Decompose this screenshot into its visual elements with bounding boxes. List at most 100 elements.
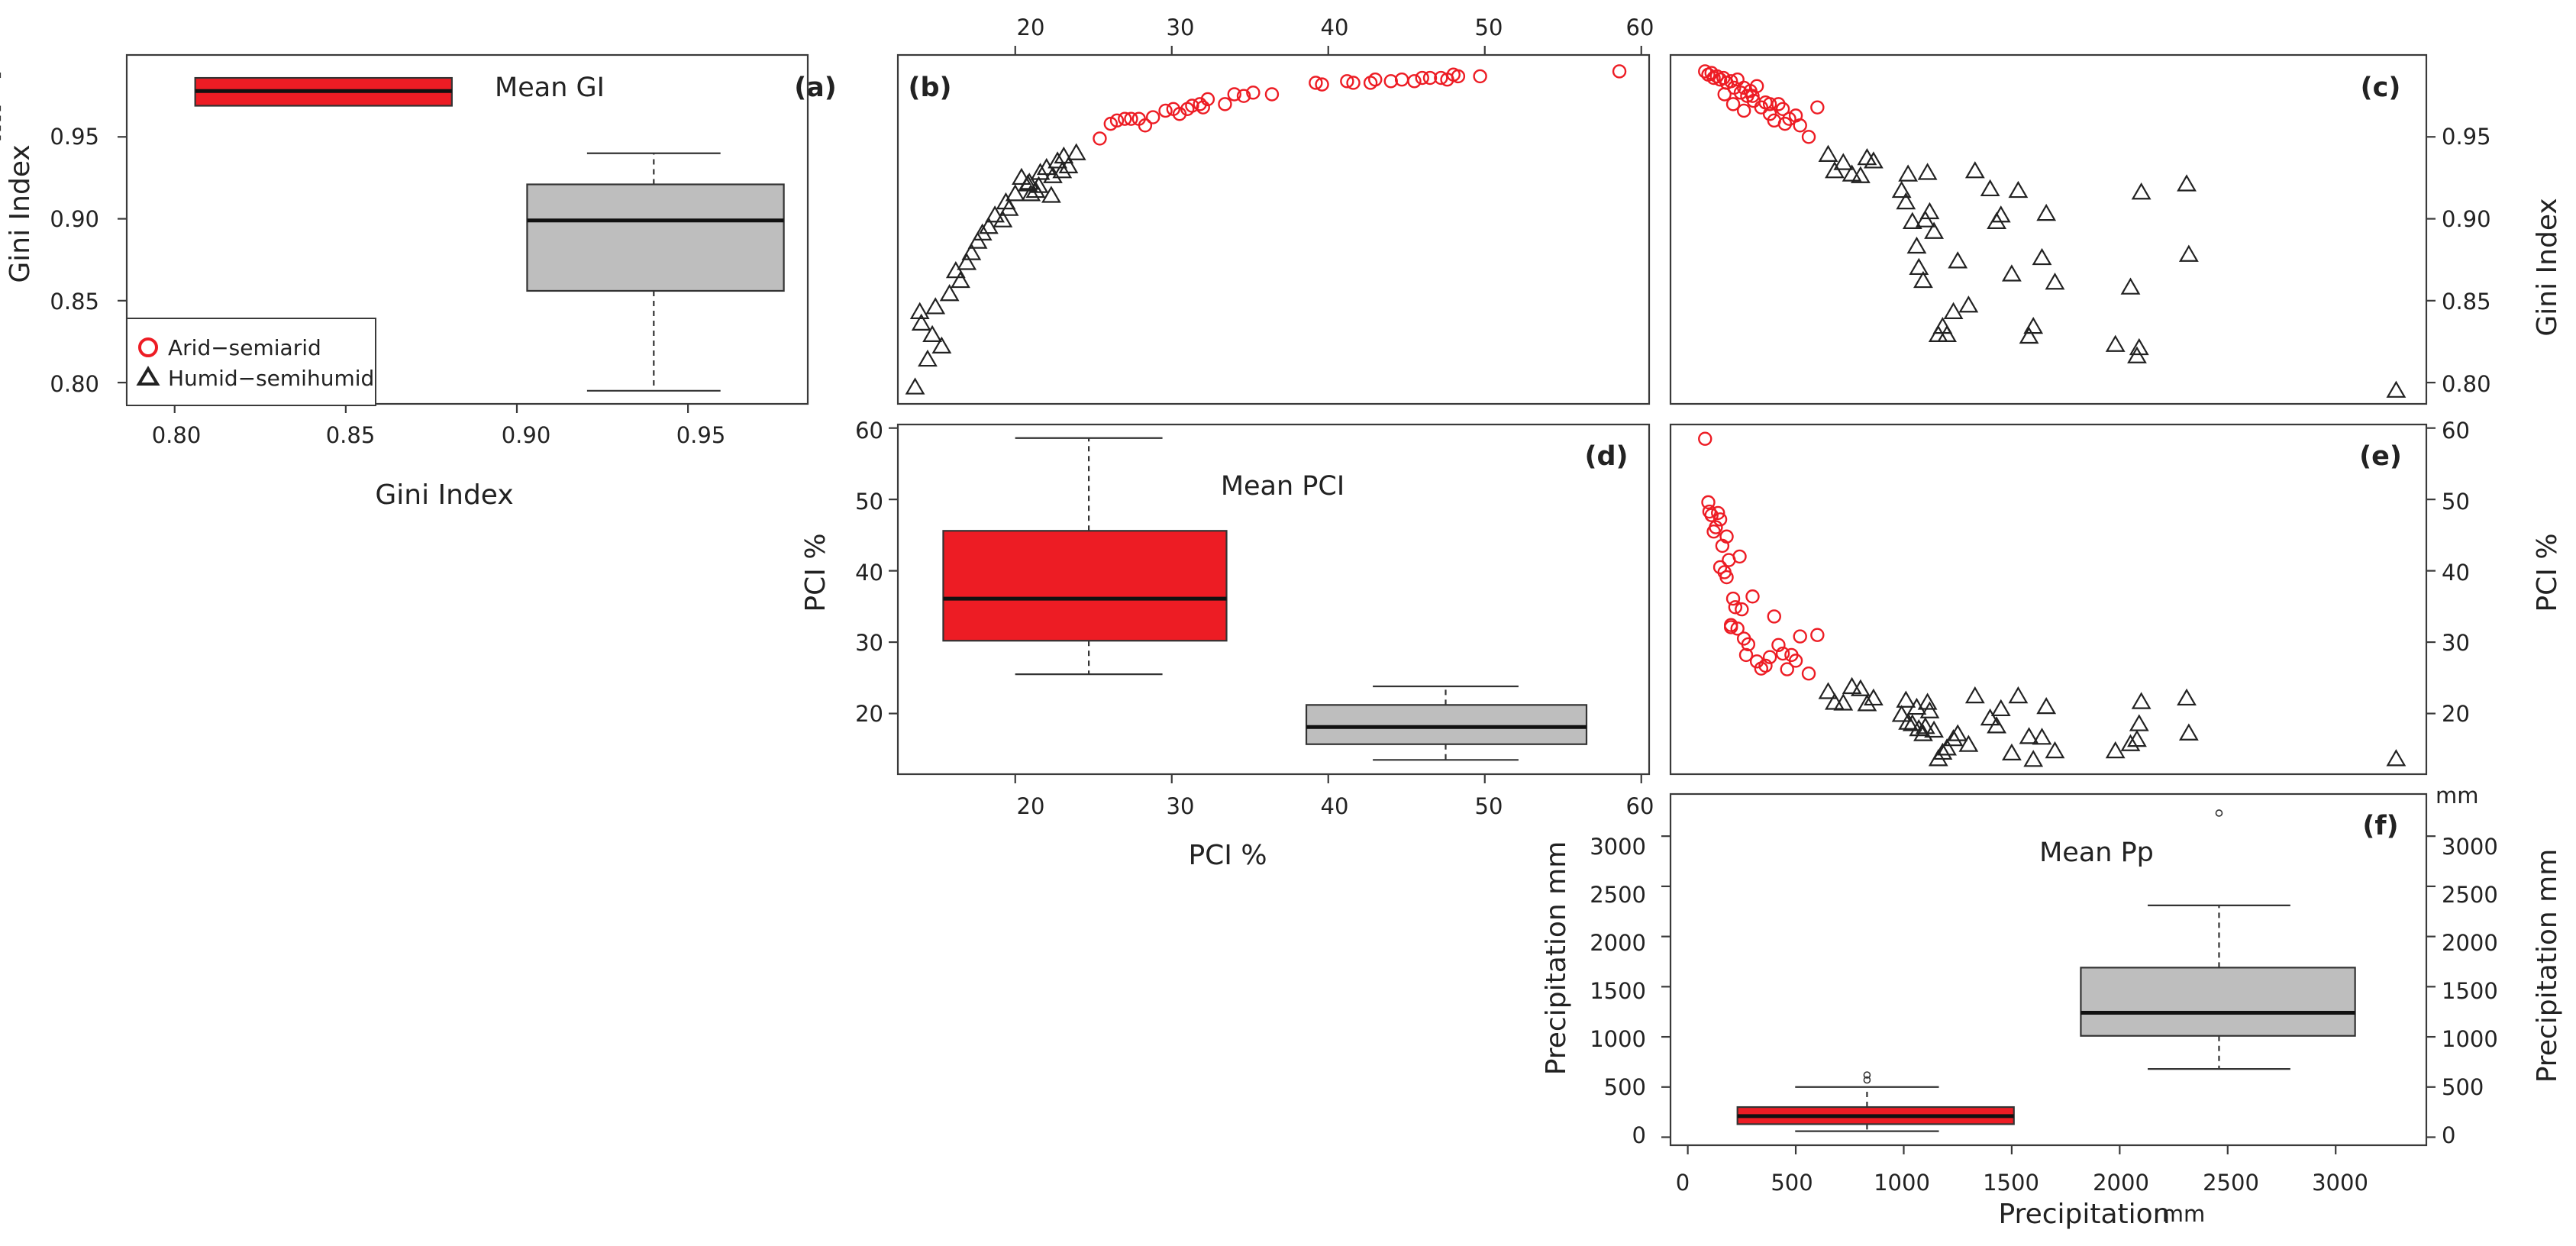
panel-f-xtick-5: 2500: [2203, 1170, 2259, 1196]
panel-e-frame: [1669, 423, 2428, 776]
panel-c-point-humid-21: [1943, 302, 1964, 319]
panel-c-point-arid-33: [1777, 116, 1793, 131]
panel-a-frame: [125, 53, 809, 405]
panel-e-point-humid-38: [2129, 714, 2149, 731]
panel-f-xtick-6: 3000: [2312, 1170, 2368, 1196]
panel-a-label: (a): [794, 73, 837, 103]
panel-b-point-humid-8: [951, 270, 970, 289]
panel-c-point-humid-33: [2036, 203, 2057, 221]
panel-e-point-humid-1: [1825, 692, 1845, 710]
panel-b-point-humid-17: [1005, 184, 1025, 202]
panel-e-point-humid-37: [2127, 729, 2147, 747]
panel-d-ytick-1: 30: [855, 630, 883, 656]
panel-b-point-humid-1: [911, 313, 931, 331]
panel-e-point-arid-3: [1704, 508, 1719, 522]
panel-c-point-humid-34: [2045, 273, 2065, 290]
panel-c-point-humid-37: [2127, 346, 2147, 363]
legend-label-humid: Humid−semihumid: [168, 366, 374, 391]
panel-b-point-arid-17: [1227, 87, 1241, 102]
panel-e-point-arid-33: [1801, 667, 1816, 681]
panel-b-point-humid-31: [1052, 161, 1073, 179]
panel-e-point-humid-4: [1851, 679, 1871, 696]
panel-b-point-humid-0: [905, 377, 925, 395]
panel-c-point-humid-42: [2386, 380, 2407, 398]
panel-e-point-humid-6: [1863, 688, 1884, 706]
panel-a-legend: Arid−semiarid Humid−semihumid: [126, 318, 376, 406]
panel-f-ytick-right-0: 0: [2442, 1122, 2455, 1148]
panel-f-ytick-right-5: 2500: [2442, 882, 2498, 908]
panel-c-point-humid-23: [1958, 295, 1979, 313]
panel-e-point-arid-10: [1719, 529, 1734, 544]
panel-c-point-humid-40: [2177, 174, 2197, 192]
panel-c-point-humid-6: [1863, 151, 1884, 169]
panel-e-point-arid-35: [1712, 560, 1728, 575]
panel-e-point-arid-1: [1701, 495, 1716, 510]
panel-a-ytick-0: 0.80: [50, 371, 99, 397]
panel-c-ytick-1: 0.85: [2442, 289, 2491, 315]
panel-f-xtick-3: 1500: [1983, 1170, 2039, 1196]
panel-b-point-arid-32: [1434, 70, 1448, 86]
panel-e-point-arid-34: [1810, 628, 1825, 642]
panel-b-point-arid-4: [1124, 111, 1138, 126]
panel-b-point-humid-30: [1041, 186, 1061, 203]
panel-b-point-arid-36: [1473, 69, 1487, 84]
panel-b-xtick-top-3: 50: [1475, 15, 1503, 40]
panel-c-point-humid-38: [2129, 337, 2149, 356]
panel-c-point-humid-10: [1902, 211, 1922, 229]
panel-d-xtick-2: 40: [1321, 793, 1349, 819]
panel-c-point-humid-31: [2023, 316, 2044, 334]
panel-c-point-humid-11: [1906, 236, 1927, 254]
panel-e-point-arid-16: [1732, 549, 1747, 564]
panel-b-point-arid-18: [1236, 89, 1251, 103]
panel-c-point-humid-9: [1898, 164, 1919, 182]
panel-c-point-arid-12: [1736, 80, 1751, 95]
legend-label-arid: Arid−semiarid: [168, 335, 321, 360]
panel-c-point-humid-27: [1990, 205, 2011, 223]
panel-b-point-arid-8: [1158, 103, 1173, 118]
panel-b-point-arid-0: [1093, 131, 1107, 146]
panel-d-xtick-1: 30: [1167, 793, 1195, 819]
panel-b-point-humid-18: [1012, 167, 1031, 186]
panel-f-ytick-right-6: 3000: [2442, 834, 2498, 860]
panel-e-point-arid-37: [1723, 618, 1738, 632]
panel-f-ytick-0: 0: [1632, 1122, 1646, 1148]
panel-b-point-arid-21: [1309, 76, 1323, 90]
panel-f-ytick-5: 2500: [1590, 882, 1646, 908]
panel-e-ytick-3: 50: [2442, 489, 2470, 515]
panel-b-point-arid-10: [1172, 107, 1187, 121]
panel-d-ytick-2: 40: [855, 560, 883, 586]
panel-e-point-humid-10: [1902, 714, 1922, 731]
panel-f-ytick-right-1: 500: [2442, 1074, 2484, 1100]
panel-b-point-arid-27: [1383, 74, 1398, 89]
panel-e-ytick-4: 60: [2442, 418, 2470, 444]
panel-b-point-humid-29: [1028, 176, 1049, 193]
panel-c-label: (c): [2361, 73, 2401, 103]
panel-e-point-humid-24: [1964, 686, 1985, 704]
panel-b-point-humid-32: [909, 302, 930, 319]
panel-d-frame: [896, 423, 1651, 776]
panel-d-ytick-3: 50: [855, 489, 883, 515]
panel-c-point-humid-25: [1980, 179, 2000, 197]
panel-e-point-humid-22: [1948, 724, 1968, 741]
panel-e-point-arid-28: [1775, 646, 1790, 661]
legend-triangle-marker: [136, 366, 160, 386]
panel-e-point-humid-5: [1857, 694, 1877, 712]
panel-a-ytick-1: 0.85: [50, 289, 99, 315]
panel-e-point-humid-41: [2178, 723, 2199, 741]
panel-b-xtick-top-1: 30: [1167, 15, 1195, 40]
panel-b: (b) 20 30 40 50 60: [908, 15, 1654, 103]
panel-d-xtick-0: 20: [1017, 793, 1045, 819]
panel-f-mean-title: Mean Pp: [2039, 838, 2154, 868]
panel-d-ytick-0: 20: [855, 701, 883, 727]
panel-f-label: (f): [2362, 811, 2398, 841]
panel-f-box-humid-outlier-0: [2215, 809, 2223, 817]
panel-e-ylabel-right: PCI %: [2532, 533, 2563, 612]
panel-c-point-humid-41: [2178, 244, 2199, 262]
panel-e-point-arid-22: [1749, 654, 1764, 669]
panel-e-point-humid-27: [1990, 699, 2011, 717]
panel-f-ylabel-right: Precipitation mm: [2532, 849, 2563, 1083]
panel-c-point-arid-28: [1717, 87, 1732, 102]
panel-c-point-arid-32: [1762, 97, 1777, 111]
panel-e-point-arid-27: [1771, 638, 1786, 653]
panel-d: PCI % PCI % Mean PCI (d) 20 30 40 50 60 …: [800, 418, 1654, 871]
